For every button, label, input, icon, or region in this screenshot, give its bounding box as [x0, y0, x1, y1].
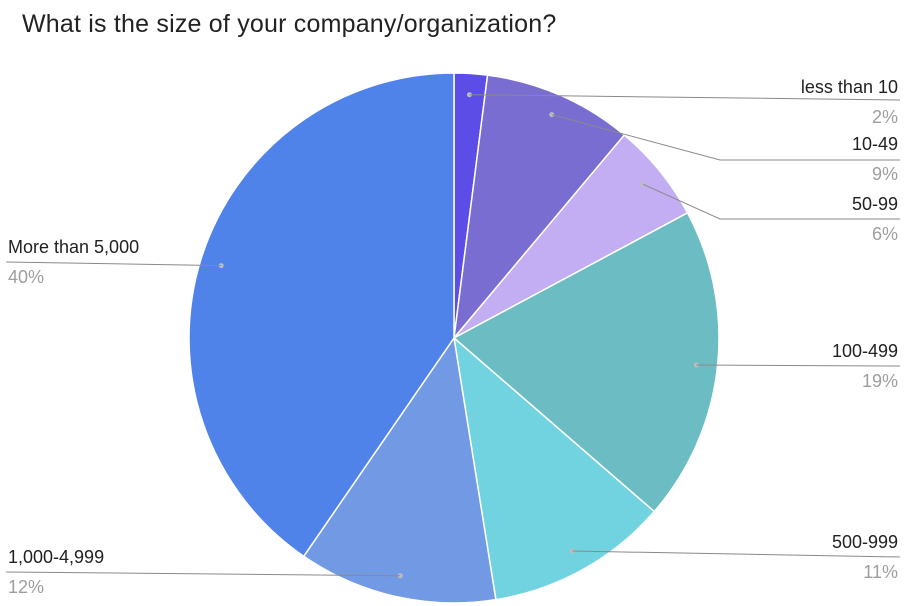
leader-line-1-000-4-999 — [5, 571, 401, 577]
slice-500-999 — [452, 336, 656, 601]
slice-label-1-000-4-999: 1,000-4,999 — [8, 547, 104, 567]
pie-slices — [188, 72, 720, 604]
leader-line-500-999 — [572, 550, 901, 558]
slice-1-000-4-999 — [302, 336, 497, 604]
slice-label-10-49: 10-49 — [852, 134, 898, 154]
slice-percent-500-999: 11% — [863, 562, 898, 582]
slice-labels: less than 10 2% 10-49 9% 50-99 6% 100-499 19% 50… — [8, 77, 898, 597]
slice-10-49 — [452, 74, 626, 341]
chart-title: What is the size of your company/organiz… — [22, 10, 557, 38]
leader-line-10-49 — [551, 114, 900, 161]
slice-label-100-499: 100-499 — [832, 341, 898, 361]
leader-line-100-499 — [696, 364, 901, 367]
slice-more-than-5-000 — [188, 72, 455, 558]
slice-label-500-999: 500-999 — [832, 532, 898, 552]
leader-line-less-than-10 — [469, 94, 901, 101]
slice-percent-1-000-4-999: 12% — [8, 577, 44, 597]
slice-percent-100-499: 19% — [862, 371, 898, 391]
slice-label-less-than-10: less than 10 — [801, 77, 898, 97]
leader-lines — [5, 92, 901, 579]
slice-percent-10-49: 9% — [872, 164, 898, 184]
slice-percent-50-99: 6% — [872, 224, 898, 244]
leader-line-more-than-5-000 — [5, 261, 222, 267]
leader-line-50-99 — [643, 183, 900, 220]
slice-percent-more-than-5-000: 40% — [8, 267, 44, 287]
slice-label-more-than-5-000: More than 5,000 — [8, 237, 139, 257]
slice-100-499 — [452, 211, 720, 513]
slice-label-50-99: 50-99 — [852, 194, 898, 214]
slice-percent-less-than-10: 2% — [872, 107, 898, 127]
